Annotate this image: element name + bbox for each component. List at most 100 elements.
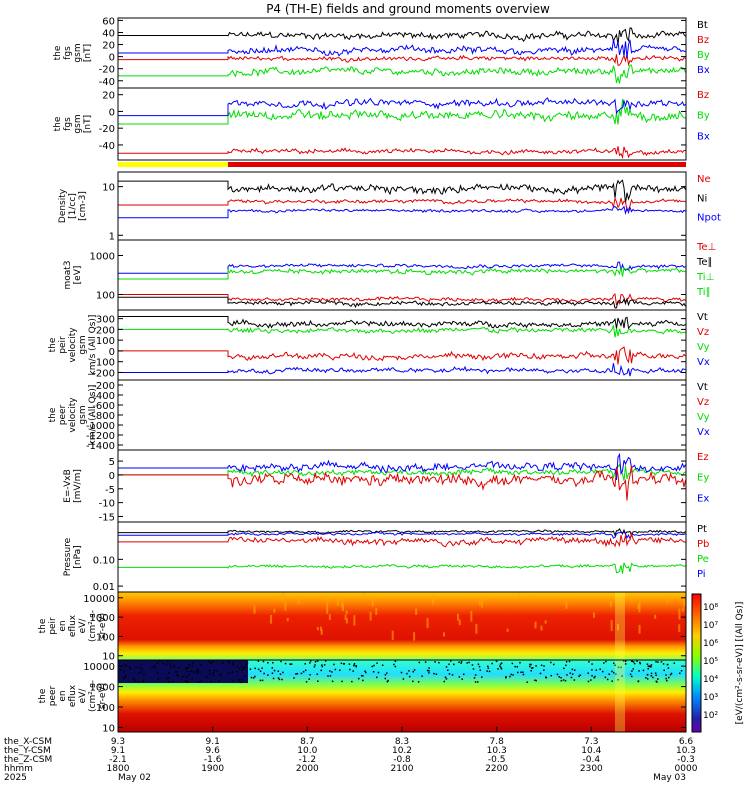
xtick-3-1: 10.2	[392, 746, 412, 756]
series-p3-black	[118, 179, 686, 204]
xtick-0-4: May 02	[118, 773, 151, 783]
ytick-p9-2: 100	[96, 632, 115, 643]
svg-text:peer: peer	[58, 404, 68, 425]
xtick-3-3: 2100	[391, 764, 414, 774]
ytick-p7-0: 5	[109, 457, 115, 468]
ytick-p2-3: -40	[99, 141, 115, 152]
series-p5-green	[118, 325, 686, 338]
svg-text:gsm: gsm	[73, 114, 83, 133]
ylabel-p1: the fgs gsm [nT]	[53, 43, 93, 62]
xtick-0-1: 9.1	[111, 746, 125, 756]
svg-text:peir: peir	[58, 336, 68, 354]
series-p8-red	[118, 531, 686, 548]
ylabel-p9: the peir en eflux eV/(cm²-s-sr-eV)	[38, 610, 108, 642]
legend-p3-Npot: Npot	[697, 213, 721, 224]
ytick-p7-1: 0	[109, 471, 115, 482]
ytick-p1-2: 20	[102, 41, 115, 52]
ytick-p1-4: -20	[99, 65, 115, 76]
ytick-p8-0: 0.10	[93, 555, 115, 566]
ytick-p5-3: 0	[109, 347, 115, 358]
xtick-4-2: -0.5	[488, 755, 506, 765]
svg-text:sr-eV): sr-eV)	[98, 683, 108, 709]
svg-text:gsm: gsm	[78, 335, 88, 354]
ylabel-p7: E=-VxB [mV/m]	[63, 469, 83, 503]
svg-text:E=-VxB: E=-VxB	[63, 469, 73, 503]
series-p5-red	[118, 346, 686, 365]
xtick-1-3: 1900	[201, 764, 224, 774]
status-bar-red	[228, 162, 686, 167]
xtick-5-2: -0.4	[583, 755, 601, 765]
svg-text:velocity: velocity	[68, 397, 78, 433]
xtick-6-2: -0.3	[677, 755, 695, 765]
svg-text:[1/cc]: [1/cc]	[68, 193, 78, 219]
series-p2-green	[118, 98, 686, 125]
ylabel-p5: the peir velocity gsm km/s (All Qs)]	[48, 315, 98, 376]
frame-p5	[117, 309, 687, 381]
svg-text:fgs: fgs	[63, 117, 73, 131]
svg-text:[cm-3]: [cm-3]	[78, 191, 88, 221]
ylabel-p4: moat3 [eV]	[63, 260, 83, 289]
xrow-label-2: the_Z-CSM	[4, 755, 52, 765]
ytick-p8-1: 0.01	[93, 582, 115, 593]
svg-text:km/s (All Qs)]: km/s (All Qs)]	[88, 315, 98, 376]
xtick-2-2: -1.2	[299, 755, 317, 765]
series-p1-blue	[118, 39, 686, 58]
xtick-3-0: 8.3	[395, 737, 409, 747]
legend-p5-Vx: Vx	[697, 357, 710, 368]
legend-p3-Ni: Ni	[697, 193, 707, 204]
ytick-p2-1: 0	[109, 107, 115, 118]
xtick-6-1: 10.3	[676, 746, 696, 756]
legend-p1-Bt: Bt	[697, 20, 708, 31]
colorbar: 10⁸ 10⁷ 10⁶ 10⁵ 10⁴ 10³ 10² [eV/(cm²-s-sr-eV)] …	[691, 593, 745, 733]
series-p8-blue	[118, 531, 686, 540]
legend-p6-Vz: Vz	[697, 397, 709, 408]
series-p4-black	[118, 296, 686, 309]
legend-p6-Vt: Vt	[697, 382, 708, 393]
svg-text:Pressure: Pressure	[63, 537, 73, 576]
xtick-0-2: -2.1	[109, 755, 127, 765]
xrow-label-1: the_Y-CSM	[4, 746, 51, 756]
colorbar-tick-3: 10⁵	[703, 657, 718, 667]
svg-text:[nT]: [nT]	[83, 44, 93, 62]
svg-text:[nT]: [nT]	[83, 115, 93, 133]
series-p3-red	[118, 196, 686, 211]
ylabel-p6: the peer velocity gsm km/s (All Qs)]	[48, 385, 98, 446]
ylabel-p10: the peer en eflux eV/(cm²-s-sr-eV)	[38, 680, 108, 712]
colorbar-tick-1: 10⁷	[703, 621, 718, 631]
series-p4-red	[118, 293, 686, 306]
legend-p7-Ex: Ex	[697, 493, 709, 504]
ytick-p4-0: 1000	[90, 252, 115, 263]
svg-text:the: the	[38, 688, 48, 703]
legend-p1-Bx: Bx	[697, 65, 710, 76]
xtick-4-1: 10.3	[487, 746, 507, 756]
svg-text:the: the	[48, 337, 58, 352]
ytick-p9-3: 10	[102, 652, 115, 663]
series-p3-blue	[118, 205, 686, 219]
colorbar-tick-6: 10²	[703, 711, 718, 721]
ytick-p10-3: 10	[102, 723, 115, 734]
colorbar-tick-4: 10⁴	[703, 675, 718, 685]
xtick-2-3: 2000	[296, 764, 319, 774]
series-p2-red	[118, 146, 686, 160]
colorbar-tick-5: 10³	[703, 693, 718, 703]
svg-text:velocity: velocity	[68, 327, 78, 363]
panel-p3: 10 1 Density [1/cc] [cm-3] Ne Ni Npot	[58, 171, 721, 242]
svg-text:gsm: gsm	[78, 405, 88, 424]
ylabel-p2: the fgs gsm [nT]	[53, 114, 93, 133]
legend-p4-Te⊥: Te⊥	[696, 242, 716, 253]
colorbar-gradient	[691, 593, 702, 733]
ytick-p1-5: -40	[99, 77, 115, 88]
panel-p2: 20 0 -20 -40 the fgs gsm [nT] Bz By Bx	[53, 87, 710, 161]
panel-p10: 10000 1000 100 10 the peer en eflux eV/(cm²-s-sr…	[38, 659, 687, 734]
status-bar-yellow	[118, 162, 228, 167]
panel-p8: 0.10 0.01 Pressure [nPa] Pt Pb Pe Pi	[63, 521, 709, 593]
svg-text:eflux: eflux	[68, 684, 78, 707]
legend-p1-By: By	[697, 50, 710, 61]
ytick-p7-4: -15	[99, 512, 115, 523]
xtick-5-3: 2300	[580, 764, 603, 774]
svg-text:eV/: eV/	[78, 688, 88, 704]
xtick-5-0: 7.3	[584, 737, 598, 747]
